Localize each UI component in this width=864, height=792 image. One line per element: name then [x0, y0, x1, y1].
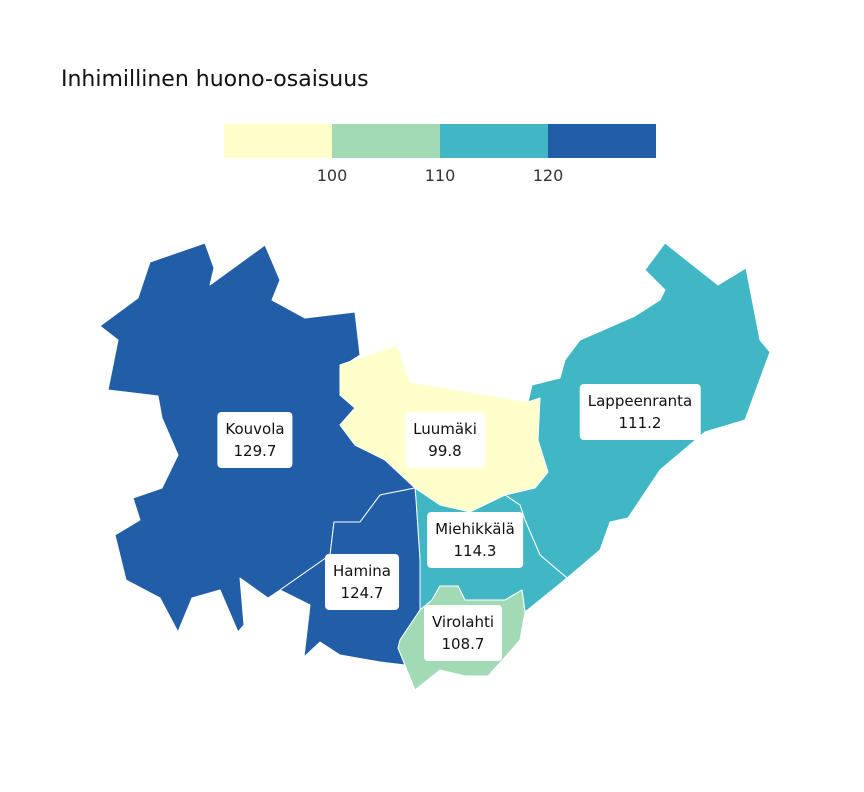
- label-miehikkala: Miehikkälä 114.3: [427, 512, 523, 568]
- label-lappeenranta: Lappeenranta 111.2: [579, 384, 701, 440]
- label-hamina: Hamina 124.7: [325, 554, 399, 610]
- legend-swatch: [332, 124, 440, 158]
- legend-tick-label: 110: [424, 166, 456, 185]
- region-name: Kouvola: [225, 420, 285, 438]
- legend-tick-label: 120: [532, 166, 564, 185]
- region-name: Luumäki: [413, 420, 477, 438]
- region-name: Hamina: [333, 562, 391, 580]
- label-kouvola: Kouvola 129.7: [217, 412, 293, 468]
- map-title: Inhimillinen huono-osaisuus: [61, 67, 369, 92]
- region-value: 114.3: [453, 542, 497, 560]
- legend-swatch: [440, 124, 548, 158]
- region-value: 124.7: [340, 584, 384, 602]
- region-value: 99.8: [428, 442, 462, 460]
- region-name: Virolahti: [431, 613, 495, 631]
- label-virolahti: Virolahti 108.7: [423, 605, 503, 661]
- region-name: Miehikkälä: [435, 520, 515, 538]
- legend-tick-label: 100: [316, 166, 348, 185]
- region-value: 129.7: [233, 442, 277, 460]
- legend-swatch: [224, 124, 332, 158]
- legend-ticks: 100 110 120: [224, 166, 656, 188]
- color-legend: [224, 124, 656, 158]
- label-luumaki: Luumäki 99.8: [405, 412, 485, 468]
- region-name: Lappeenranta: [587, 392, 693, 410]
- region-value: 111.2: [618, 414, 662, 432]
- legend-swatch: [548, 124, 656, 158]
- region-value: 108.7: [441, 635, 485, 653]
